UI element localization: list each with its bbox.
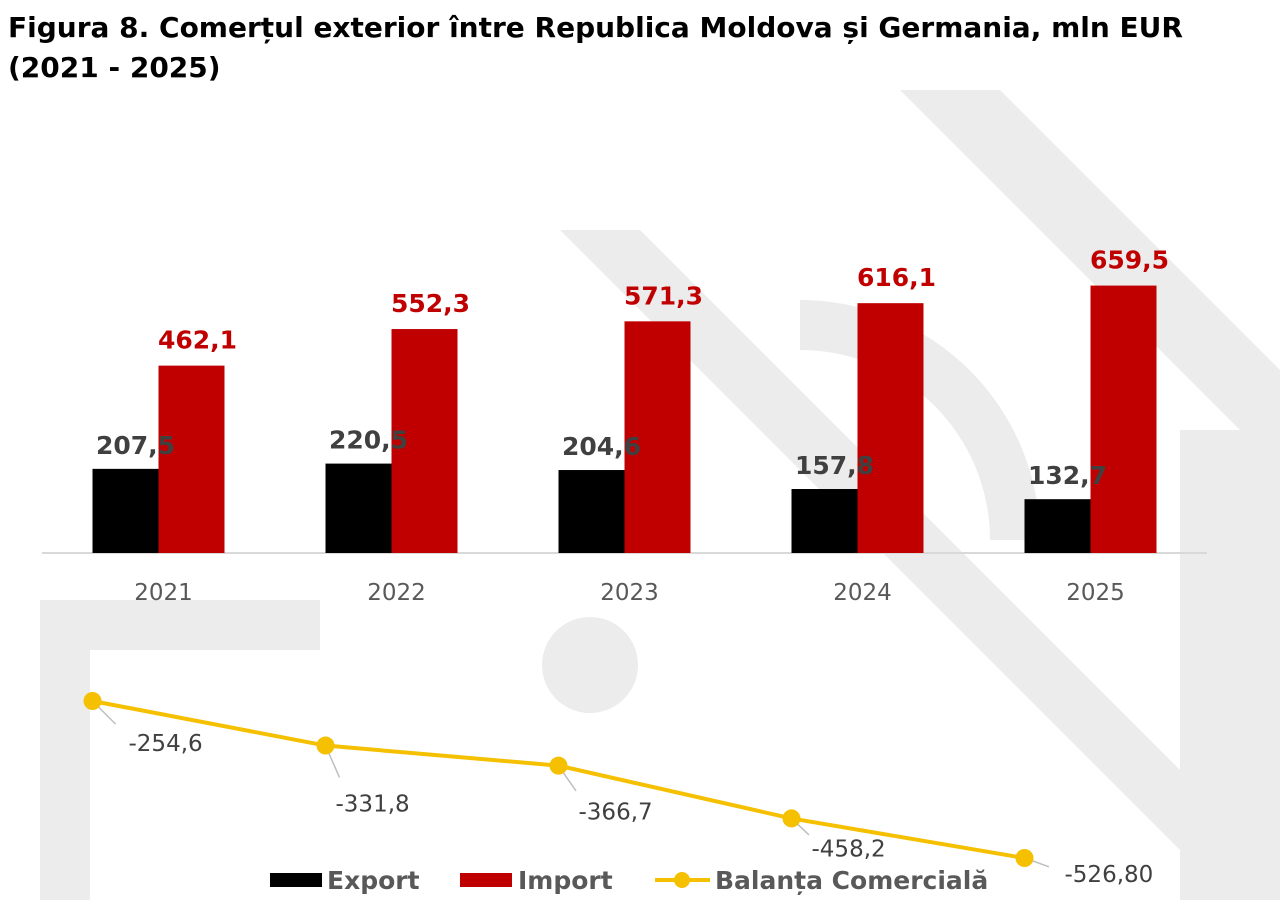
export-bar-2025: [1024, 499, 1091, 553]
bar-series-group: [92, 285, 1157, 553]
export-bar-2022: [325, 463, 392, 553]
legend-label-import: Import: [518, 866, 613, 895]
import-bar-2024: [857, 303, 924, 553]
import-data-label-2024: 616,1: [857, 263, 936, 292]
watermark-shape: [900, 90, 1280, 470]
import-bar-2025: [1090, 285, 1157, 553]
legend-label-balance: Balanța Comercială: [715, 866, 988, 895]
export-data-label-2025: 132,7: [1028, 461, 1107, 490]
balance-point-2025: [1015, 849, 1034, 867]
x-tick-label-2023: 2023: [600, 580, 659, 606]
legend-label-export: Export: [327, 866, 420, 895]
import-data-label-2021: 462,1: [158, 326, 237, 355]
balance-data-label-2024: -458,2: [812, 836, 886, 862]
watermark-shape: [1180, 430, 1280, 900]
legend-swatch-balance-marker: [674, 872, 690, 888]
export-bar-2024: [791, 489, 858, 553]
chart-legend: Export Import Balanța Comercială: [270, 866, 988, 895]
balance-data-label-2021: -254,6: [129, 731, 203, 757]
watermark-shape: [542, 617, 638, 713]
import-bar-2023: [624, 321, 691, 553]
import-data-label-2022: 552,3: [391, 289, 470, 318]
balance-point-2023: [549, 756, 568, 775]
balance-point-2024: [782, 809, 801, 828]
import-bar-2021: [158, 365, 225, 553]
balance-line: [92, 699, 1025, 860]
x-tick-label-2025: 2025: [1066, 580, 1125, 606]
export-data-label-2023: 204,6: [562, 432, 641, 461]
export-bar-2023: [558, 470, 625, 553]
balance-data-label-2025: -526,80: [1065, 862, 1154, 888]
chart-title: Figura 8. Comerțul exterior între Republ…: [8, 11, 1183, 84]
bar-data-labels: 207,5 462,1 220,5 552,3 204,6 571,3 157,8 616,1…: [96, 246, 1169, 491]
x-tick-label-2024: 2024: [833, 580, 892, 606]
export-data-label-2022: 220,5: [329, 426, 408, 455]
balance-point-2021: [83, 692, 102, 710]
legend-swatch-export: [270, 873, 322, 887]
export-data-label-2021: 207,5: [96, 431, 175, 460]
import-data-label-2025: 659,5: [1090, 246, 1169, 275]
balance-line-series: -254,6 -331,8 -366,7 -458,2 -526,80: [83, 692, 1154, 888]
balance-data-label-2023: -366,7: [579, 800, 653, 826]
x-tick-label-2021: 2021: [134, 580, 193, 606]
balance-data-label-2022: -331,8: [336, 792, 410, 818]
x-tick-label-2022: 2022: [367, 580, 426, 606]
import-data-label-2023: 571,3: [624, 281, 703, 310]
x-axis-tick-labels: 2021 2022 2023 2024 2025: [134, 580, 1125, 606]
export-bar-2021: [92, 468, 159, 553]
watermark-shape: [40, 600, 320, 900]
import-bar-2022: [391, 329, 458, 553]
export-data-label-2024: 157,8: [795, 451, 874, 480]
balance-point-2022: [316, 736, 335, 755]
legend-swatch-import: [460, 873, 512, 887]
